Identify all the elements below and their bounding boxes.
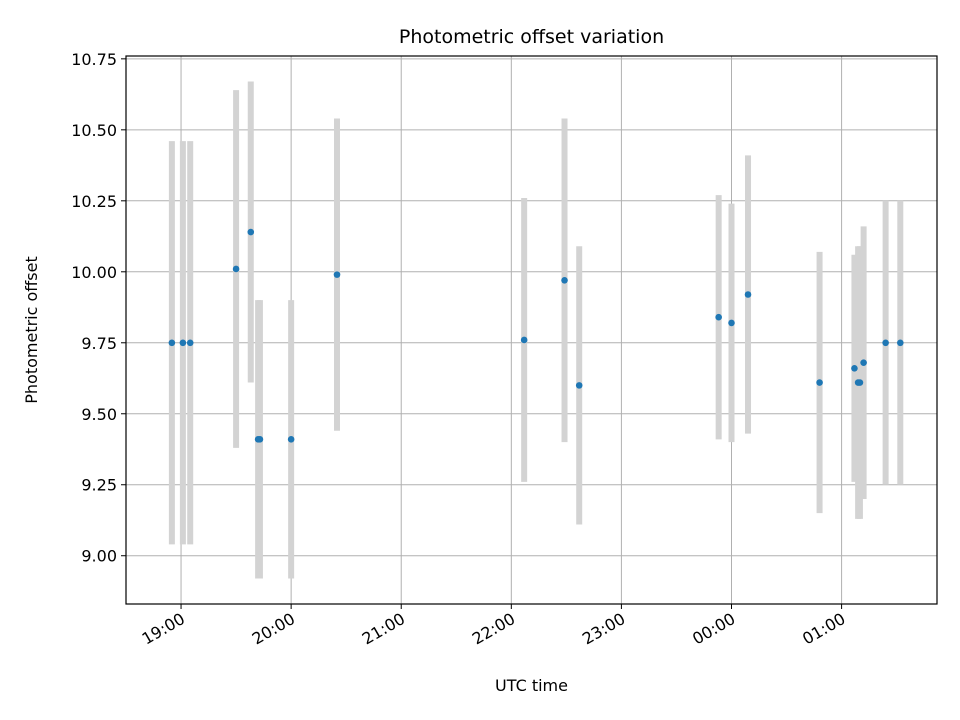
data-point (860, 359, 867, 366)
data-point (575, 382, 583, 389)
x-axis-label: UTC time (495, 676, 568, 695)
y-tick-label: 10.25 (71, 192, 117, 211)
y-tick-label: 9.75 (81, 334, 117, 353)
data-point (715, 313, 722, 321)
chart-title: Photometric offset variation (399, 26, 664, 48)
y-tick-label: 10.00 (71, 263, 117, 282)
data-point (287, 436, 295, 443)
data-point (333, 271, 341, 278)
data-point (520, 336, 528, 344)
y-axis-label: Photometric offset (22, 256, 41, 404)
y-tick-label: 10.50 (71, 121, 117, 140)
data-point (256, 436, 264, 443)
data-point (897, 339, 904, 347)
data-point (561, 277, 568, 284)
y-tick-label: 10.75 (71, 50, 117, 69)
data-point (856, 379, 864, 386)
plot-frame (125, 55, 938, 605)
data-point (744, 291, 752, 298)
data-point (728, 319, 735, 327)
data-point (247, 228, 255, 236)
data-point (186, 339, 194, 347)
y-tick-label: 9.00 (81, 547, 117, 566)
y-tick-label: 9.50 (81, 405, 117, 424)
data-point (851, 365, 858, 372)
y-axis-ticks: 9.00 9.25 9.50 9.75 10.00 10.25 10.50 10.75 (71, 50, 126, 566)
y-tick-label: 9.25 (81, 476, 117, 495)
data-point (168, 339, 176, 347)
data-point (179, 339, 187, 347)
data-point (232, 265, 240, 273)
data-point (816, 379, 823, 386)
data-points (168, 228, 904, 443)
data-point (882, 339, 889, 347)
